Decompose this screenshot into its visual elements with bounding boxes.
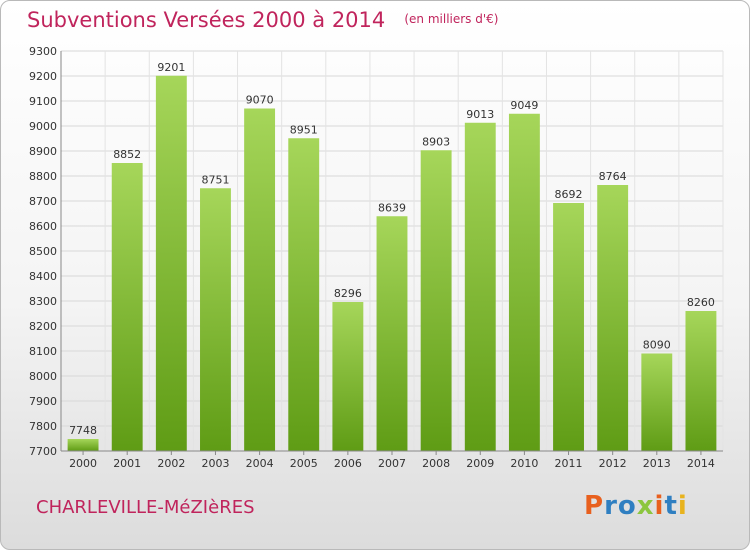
y-tick-label: 9300 [29,45,57,58]
x-tick-label-2003: 2003 [201,457,229,470]
bar-2002 [155,75,187,451]
x-tick-label-2001: 2001 [113,457,141,470]
x-tick-label-2009: 2009 [466,457,494,470]
data-label-2000: 7748 [69,424,97,437]
data-label-2012: 8764 [599,170,627,183]
x-tick-label-2005: 2005 [290,457,318,470]
x-tick-label-2002: 2002 [157,457,185,470]
x-tick-label-2011: 2011 [555,457,583,470]
data-label-2004: 9070 [246,94,274,107]
y-tick-label: 8300 [29,295,57,308]
unit-note: (en milliers d'€) [404,12,499,26]
data-label-2002: 9201 [157,61,185,74]
y-tick-label: 7800 [29,420,57,433]
x-tick-label-2008: 2008 [422,457,450,470]
x-tick-label-2010: 2010 [510,457,538,470]
bar-2014 [685,311,717,451]
x-tick-label-2014: 2014 [687,457,715,470]
data-label-2007: 8639 [378,201,406,214]
y-tick-label: 7900 [29,395,57,408]
bar-2006 [332,302,364,451]
x-tick-label-2012: 2012 [599,457,627,470]
bar-2000 [67,439,99,451]
bar-2013 [641,353,673,451]
y-tick-label: 9000 [29,120,57,133]
y-tick-label: 7700 [29,445,57,458]
proxiti-logo: Proxiti [584,491,688,521]
bars: 7748 8852 9201 8751 9070 8951 8296 8639 8903 9013… [67,61,717,451]
data-label-2005: 8951 [290,123,318,136]
x-tick-label-2000: 2000 [69,457,97,470]
data-label-2008: 8903 [422,135,450,148]
y-tick-label: 9200 [29,70,57,83]
y-tick-label: 8100 [29,345,57,358]
bar-2008 [420,150,452,451]
chart-title: Subventions Versées 2000 à 2014 [27,8,386,32]
x-tick-label-2013: 2013 [643,457,671,470]
axes: 7700 7800 7900 8000 8100 8200 8300 8400 8500 8600… [29,45,723,470]
y-tick-label: 8800 [29,170,57,183]
y-tick-label: 9100 [29,95,57,108]
bar-2001 [111,163,143,451]
data-label-2006: 8296 [334,287,362,300]
chart-title-block: Subventions Versées 2000 à 2014 (en mill… [27,8,498,32]
y-tick-label: 8000 [29,370,57,383]
data-label-2001: 8852 [113,148,141,161]
y-tick-label: 8500 [29,245,57,258]
data-label-2013: 8090 [643,339,671,352]
bar-2012 [597,185,629,451]
data-label-2003: 8751 [201,173,229,186]
bar-2007 [376,216,408,451]
bar-2005 [288,138,320,451]
y-tick-label: 8200 [29,320,57,333]
bar-2009 [464,122,496,451]
data-label-2011: 8692 [555,188,583,201]
y-tick-label: 8600 [29,220,57,233]
bar-2004 [244,108,276,451]
y-tick-label: 8400 [29,270,57,283]
data-label-2014: 8260 [687,296,715,309]
bar-2011 [553,203,584,451]
data-label-2010: 9049 [510,99,538,112]
x-tick-label-2004: 2004 [246,457,274,470]
x-tick-label-2007: 2007 [378,457,406,470]
y-tick-label: 8900 [29,145,57,158]
bar-2010 [508,113,540,451]
x-tick-label-2006: 2006 [334,457,362,470]
y-tick-label: 8700 [29,195,57,208]
data-label-2009: 9013 [466,108,494,121]
commune-name: CHARLEVILLE-MéZIèRES [36,497,255,518]
bar-2003 [200,188,231,451]
